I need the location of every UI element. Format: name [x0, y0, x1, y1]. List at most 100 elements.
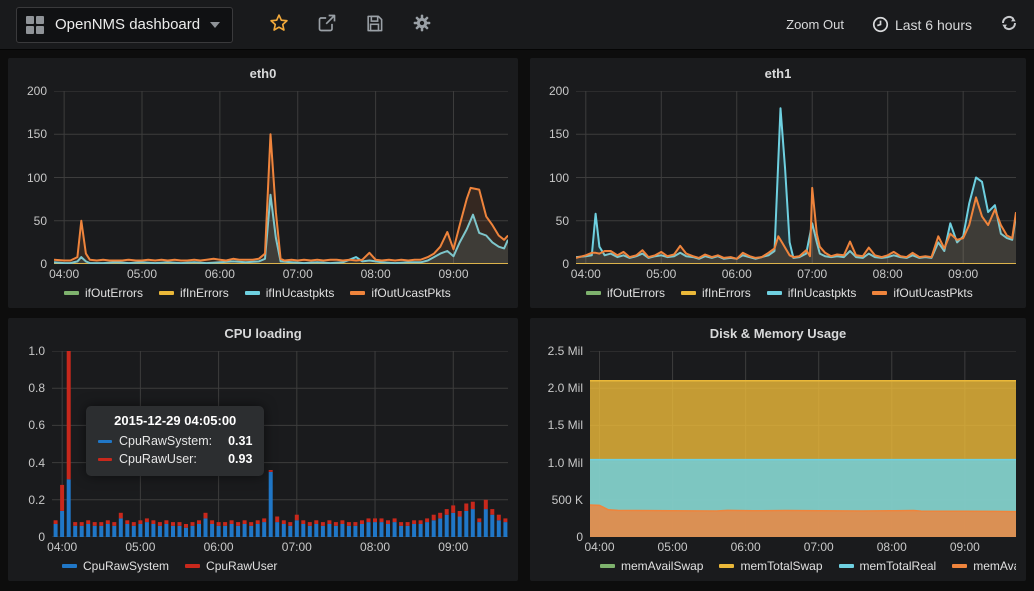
- x-tick-label: 05:00: [646, 267, 676, 281]
- panel-disk-memory: Disk & Memory Usage 0500 K1.0 Mil1.5 Mil…: [530, 318, 1026, 581]
- x-tick-label: 08:00: [360, 540, 390, 554]
- tooltip-series-label: CpuRawUser:: [119, 450, 197, 468]
- x-axis-eth0: 04:0005:0006:0007:0008:0009:00: [54, 264, 508, 282]
- y-tick-label: 150: [27, 127, 47, 141]
- y-tick-label: 0: [562, 257, 569, 271]
- series-dash: [952, 564, 967, 568]
- x-tick-label: 09:00: [438, 540, 468, 554]
- zoom-out-button[interactable]: Zoom Out: [786, 17, 844, 32]
- legend-disk: memAvailSwap memTotalSwap memTotalReal memA…: [540, 555, 1016, 577]
- legend-item-ifOutUcastPkts[interactable]: ifOutUcastPkts: [872, 286, 972, 300]
- legend-label: ifInErrors: [180, 286, 229, 300]
- tooltip-series-value: 0.93: [212, 450, 252, 468]
- panel-title-eth0[interactable]: eth0: [18, 63, 508, 85]
- legend-label: ifInErrors: [702, 286, 751, 300]
- series-dash: [719, 564, 734, 568]
- legend-item-ifInUcastpkts[interactable]: ifInUcastpkts: [767, 286, 857, 300]
- x-tick-label: 04:00: [571, 267, 601, 281]
- time-range-button[interactable]: Last 6 hours: [872, 16, 972, 33]
- y-tick-label: 500 K: [552, 493, 583, 507]
- legend-label: ifOutUcastPkts: [893, 286, 972, 300]
- legend-label: memAvailReal: [973, 559, 1016, 573]
- y-tick-label: 100: [549, 171, 569, 185]
- gear-icon: [412, 13, 432, 33]
- x-tick-label: 04:00: [49, 267, 79, 281]
- y-tick-label: 0: [38, 530, 45, 544]
- series-dash: [98, 458, 112, 461]
- legend-item-ifInUcastpkts[interactable]: ifInUcastpkts: [245, 286, 335, 300]
- x-tick-label: 07:00: [283, 267, 313, 281]
- series-dash: [98, 440, 112, 443]
- caret-down-icon: [210, 22, 220, 28]
- x-tick-label: 04:00: [584, 540, 614, 554]
- legend-item-ifOutErrors[interactable]: ifOutErrors: [586, 286, 665, 300]
- x-tick-label: 06:00: [205, 267, 235, 281]
- settings-button[interactable]: [412, 13, 432, 36]
- y-tick-label: 1.5 Mil: [548, 418, 583, 432]
- y-tick-label: 200: [27, 84, 47, 98]
- legend-label: ifInUcastpkts: [266, 286, 335, 300]
- tooltip-timestamp: 2015-12-29 04:05:00: [98, 413, 252, 428]
- navbar-right: Zoom Out Last 6 hours: [786, 14, 1018, 35]
- y-tick-label: 0.4: [28, 456, 45, 470]
- legend-cpu: CpuRawSystem CpuRawUser: [18, 555, 508, 577]
- legend-item-memTotalSwap[interactable]: memTotalSwap: [719, 559, 822, 573]
- panel-title-eth1[interactable]: eth1: [540, 63, 1016, 85]
- panel-title-disk[interactable]: Disk & Memory Usage: [540, 323, 1016, 345]
- y-tick-label: 1.0: [28, 344, 45, 358]
- apps-grid-icon: [25, 15, 45, 35]
- legend-item-ifOutErrors[interactable]: ifOutErrors: [64, 286, 143, 300]
- plot-disk[interactable]: [590, 351, 1016, 537]
- tooltip-series-label: CpuRawSystem:: [119, 432, 212, 450]
- star-button[interactable]: [269, 13, 289, 36]
- y-tick-label: 100: [27, 171, 47, 185]
- series-dash: [350, 291, 365, 295]
- x-tick-label: 07:00: [797, 267, 827, 281]
- plot-eth1[interactable]: [576, 91, 1016, 264]
- plot-eth0[interactable]: [54, 91, 508, 264]
- save-button[interactable]: [365, 14, 384, 36]
- share-button[interactable]: [317, 13, 337, 36]
- legend-label: ifOutErrors: [85, 286, 143, 300]
- panel-eth0: eth0 050100150200 04:0005:0006:0007:0008…: [8, 58, 518, 308]
- legend-item-memAvailReal[interactable]: memAvailReal: [952, 559, 1016, 573]
- panel-title-cpu[interactable]: CPU loading: [18, 323, 508, 345]
- legend-item-memTotalReal[interactable]: memTotalReal: [839, 559, 937, 573]
- y-tick-label: 0.8: [28, 381, 45, 395]
- x-tick-label: 05:00: [125, 540, 155, 554]
- series-dash: [681, 291, 696, 295]
- legend-eth0: ifOutErrors ifInErrors ifInUcastpkts ifOutU…: [18, 282, 508, 304]
- panel-eth1: eth1 050100150200 04:0005:0006:0007:0008…: [530, 58, 1026, 308]
- series-dash: [839, 564, 854, 568]
- dashboard-switcher[interactable]: OpenNMS dashboard: [16, 7, 233, 43]
- y-axis-eth0: 050100150200: [18, 91, 54, 264]
- y-tick-label: 0.2: [28, 493, 45, 507]
- y-tick-label: 0: [576, 530, 583, 544]
- legend-item-CpuRawUser[interactable]: CpuRawUser: [185, 559, 277, 573]
- x-tick-label: 08:00: [873, 267, 903, 281]
- tooltip-series-value: 0.31: [212, 432, 252, 450]
- legend-item-ifInErrors[interactable]: ifInErrors: [681, 286, 751, 300]
- legend-item-ifInErrors[interactable]: ifInErrors: [159, 286, 229, 300]
- legend-label: ifInUcastpkts: [788, 286, 857, 300]
- legend-item-memAvailSwap[interactable]: memAvailSwap: [600, 559, 703, 573]
- y-tick-label: 150: [549, 127, 569, 141]
- x-axis-cpu: 04:0005:0006:0007:0008:0009:00: [52, 537, 508, 555]
- legend-label: ifOutErrors: [607, 286, 665, 300]
- refresh-button[interactable]: [1000, 14, 1018, 35]
- series-dash: [159, 291, 174, 295]
- series-dash: [245, 291, 260, 295]
- legend-item-ifOutUcastPkts[interactable]: ifOutUcastPkts: [350, 286, 450, 300]
- legend-label: CpuRawUser: [206, 559, 277, 573]
- series-dash: [586, 291, 601, 295]
- legend-item-CpuRawSystem[interactable]: CpuRawSystem: [62, 559, 169, 573]
- x-tick-label: 08:00: [361, 267, 391, 281]
- navbar: OpenNMS dashboard Zoom Out Last 6 hours: [0, 0, 1034, 50]
- y-tick-label: 50: [556, 214, 569, 228]
- y-tick-label: 0.6: [28, 418, 45, 432]
- series-dash: [64, 291, 79, 295]
- x-tick-label: 06:00: [204, 540, 234, 554]
- y-tick-label: 200: [549, 84, 569, 98]
- series-dash: [600, 564, 615, 568]
- y-tick-label: 2.0 Mil: [548, 381, 583, 395]
